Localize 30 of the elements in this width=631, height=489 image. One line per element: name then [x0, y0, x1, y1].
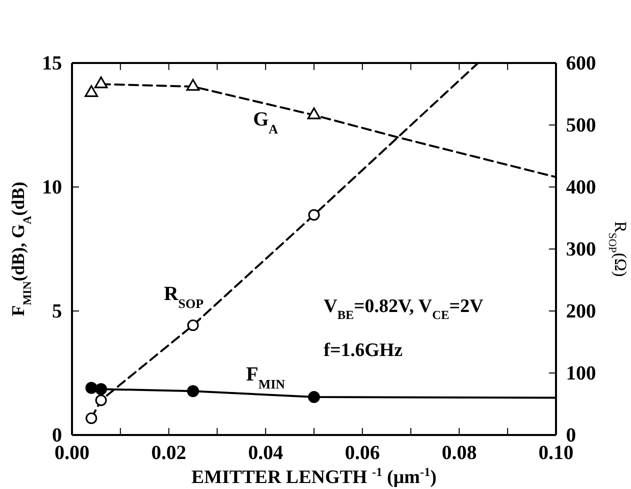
y-tick-label: 5 [52, 300, 62, 322]
point [84, 85, 98, 97]
point [187, 385, 199, 398]
y2-tick-label: 400 [566, 176, 596, 198]
point [95, 383, 108, 396]
x-tick-label: 0.04 [248, 442, 284, 464]
point [307, 107, 321, 120]
y2-tick-label: 500 [566, 114, 596, 136]
series-label: G$_{A}$ [253, 108, 279, 136]
series-label: R$_{SOP}$ [164, 282, 204, 310]
y2-tick-label: 600 [566, 52, 596, 74]
point [187, 319, 199, 332]
y-tick-label: 10 [42, 176, 62, 198]
point [86, 412, 98, 424]
point [186, 78, 200, 91]
y2-tick-label: 200 [566, 300, 596, 322]
y2-tick-label: 300 [566, 238, 596, 260]
point [308, 391, 320, 404]
x-axis-title: EMITTER LENGTH $^{-1}$ (μm$^{-1}$) [191, 465, 437, 488]
series-label: F$_{MIN}$ [246, 364, 286, 392]
point [94, 76, 108, 88]
annotation: f=1.6GHz [324, 340, 404, 362]
x-tick-label: 0.06 [344, 442, 380, 464]
point [308, 209, 320, 221]
point [95, 394, 107, 406]
y-tick-label: 15 [42, 52, 62, 74]
annotation: V$_{BE}$=0.82V, V$_{CE}$=2V [324, 296, 484, 322]
x-tick-label: 0.02 [151, 442, 186, 464]
y2-tick-label: 100 [566, 362, 596, 384]
x-tick-label: 0.08 [442, 442, 477, 464]
